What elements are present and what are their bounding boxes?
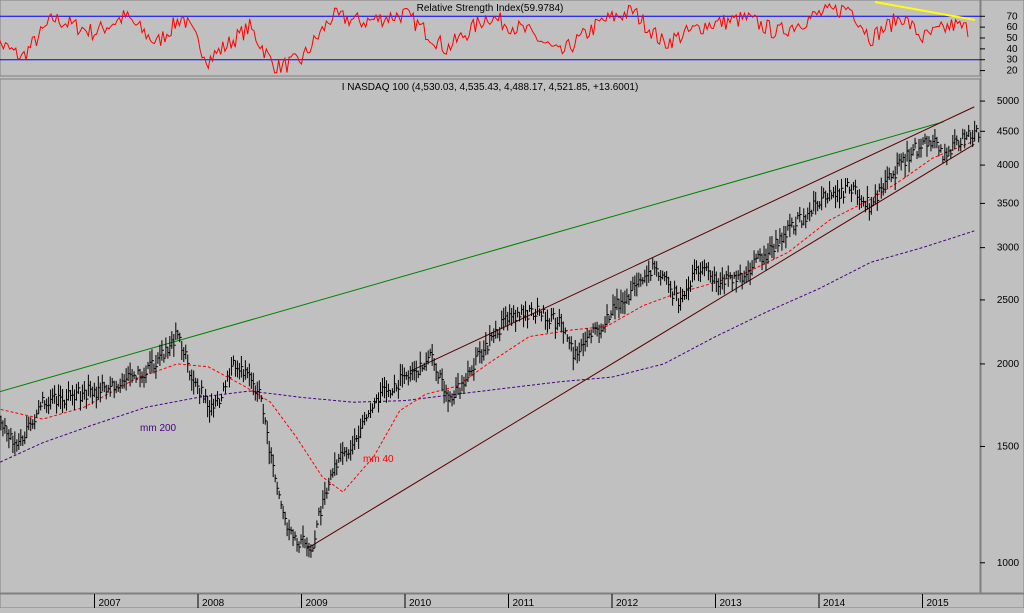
rsi-trendline (874, 1, 976, 21)
rsi-tick-label: 40 (1006, 44, 1018, 55)
price-tick-label: 5000 (997, 96, 1020, 107)
x-tick-label: 2011 (513, 598, 535, 608)
price-title: I NASDAQ 100 (4,530.03, 4,535.43, 4,488.… (342, 82, 639, 93)
price-tick-label: 4000 (997, 160, 1020, 171)
price-tick-label: 3500 (997, 198, 1020, 209)
price-tick-label: 2500 (997, 295, 1020, 306)
x-tick-label: 2014 (823, 598, 846, 608)
rsi-layer (0, 1, 980, 74)
x-tick-label: 2008 (202, 598, 225, 608)
rsi-line (0, 2, 969, 74)
x-tick-label: 2007 (99, 598, 122, 608)
x-tick-label: 2015 (927, 598, 950, 608)
rsi-title: Relative Strength Index(59.9784) (417, 3, 564, 14)
price-tick-label: 4500 (997, 126, 1020, 137)
rsi-panel (0, 0, 981, 77)
rsi-tick-label: 30 (1006, 55, 1018, 66)
ma40-label: mm 40 (363, 454, 394, 465)
price-tick-label: 2000 (997, 359, 1020, 370)
rsi-tick-label: 20 (1006, 66, 1018, 77)
price-tick-label: 1500 (997, 441, 1020, 452)
x-tick-label: 2009 (306, 598, 329, 608)
ma200-line (0, 230, 975, 463)
x-tick-label: 2012 (616, 598, 639, 608)
rsi-tick-label: 70 (1006, 11, 1018, 22)
ma200-label: mm 200 (140, 423, 177, 434)
ma40-line (0, 140, 975, 493)
price-tick-label: 1000 (997, 558, 1020, 569)
long-trendline (0, 121, 944, 393)
rsi-tick-label: 50 (1006, 33, 1018, 44)
x-tick-label: 2013 (720, 598, 743, 608)
rsi-tick-label: 60 (1006, 22, 1018, 33)
price-layer (0, 106, 981, 558)
x-tick-label: 2010 (409, 598, 432, 608)
y-axis-strip (980, 0, 1024, 594)
price-tick-label: 3000 (997, 243, 1020, 254)
channel-lower (306, 143, 975, 550)
